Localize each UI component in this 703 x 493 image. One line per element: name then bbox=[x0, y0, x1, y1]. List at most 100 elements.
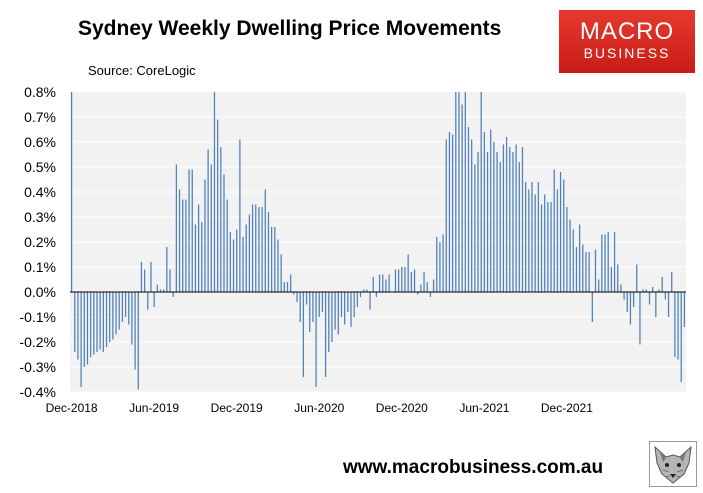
bar bbox=[185, 199, 187, 292]
bar bbox=[537, 182, 539, 292]
y-tick-label: 0.3% bbox=[24, 209, 56, 225]
bar bbox=[169, 269, 171, 292]
bar bbox=[302, 292, 305, 377]
bar bbox=[407, 254, 409, 292]
bar bbox=[299, 292, 301, 322]
bar bbox=[77, 292, 79, 360]
bar bbox=[331, 292, 333, 342]
bar bbox=[128, 292, 130, 325]
bar bbox=[153, 292, 155, 307]
bar bbox=[544, 194, 546, 292]
bar bbox=[217, 119, 219, 292]
bar bbox=[553, 169, 555, 292]
bar bbox=[382, 274, 384, 292]
bar bbox=[150, 262, 152, 292]
y-tick-label: 0.5% bbox=[24, 159, 56, 175]
bar bbox=[461, 104, 463, 292]
bar bbox=[305, 292, 308, 305]
bar bbox=[464, 92, 466, 292]
bar bbox=[194, 224, 197, 292]
bar bbox=[353, 292, 355, 317]
y-tick-label: 0.6% bbox=[24, 134, 56, 150]
bar bbox=[334, 292, 336, 330]
bar bbox=[102, 292, 104, 352]
bar bbox=[248, 214, 251, 292]
bar bbox=[166, 247, 168, 292]
bar bbox=[340, 292, 343, 317]
bar bbox=[385, 279, 387, 292]
bar bbox=[632, 292, 635, 307]
bar bbox=[591, 292, 593, 322]
bar bbox=[86, 292, 89, 365]
bar bbox=[448, 132, 451, 292]
bar bbox=[366, 289, 368, 292]
bar bbox=[378, 274, 381, 292]
bar bbox=[667, 292, 670, 317]
bar bbox=[655, 292, 657, 317]
bar bbox=[413, 269, 416, 292]
bar bbox=[232, 239, 235, 292]
bar bbox=[229, 232, 231, 292]
bar bbox=[547, 202, 549, 292]
bar bbox=[588, 252, 590, 292]
bar bbox=[283, 282, 285, 292]
bar bbox=[417, 292, 419, 295]
x-tick-label: Jun-2021 bbox=[459, 401, 509, 415]
bar bbox=[312, 292, 314, 322]
bar bbox=[337, 292, 339, 335]
bar bbox=[477, 152, 479, 292]
bar bbox=[270, 227, 273, 292]
bar bbox=[566, 207, 568, 292]
bar bbox=[458, 92, 460, 292]
bar-series bbox=[70, 92, 686, 390]
bar bbox=[550, 202, 552, 292]
chart-title: Sydney Weekly Dwelling Price Movements bbox=[78, 17, 502, 40]
bar bbox=[404, 267, 406, 292]
wolf-logo-icon bbox=[649, 441, 697, 487]
y-axis: -0.4% -0.3% -0.2% -0.1% 0.0% 0.1% 0.2% 0.3% 0.4%… bbox=[19, 84, 56, 400]
bar bbox=[220, 147, 222, 292]
bar bbox=[344, 292, 346, 325]
bar bbox=[99, 292, 101, 350]
bar bbox=[172, 292, 174, 297]
bar bbox=[490, 129, 492, 292]
y-tick-label: 0.0% bbox=[24, 284, 56, 300]
bar bbox=[394, 269, 397, 292]
bar bbox=[175, 164, 178, 292]
bar bbox=[521, 147, 524, 292]
bar bbox=[604, 234, 606, 292]
bar bbox=[201, 222, 203, 292]
bar bbox=[617, 264, 619, 292]
bar bbox=[582, 244, 584, 292]
y-tick-label: 0.4% bbox=[24, 184, 56, 200]
bar bbox=[70, 92, 73, 292]
bar bbox=[610, 267, 613, 292]
x-tick-label: Dec-2019 bbox=[211, 401, 263, 415]
bar bbox=[432, 279, 435, 292]
bar bbox=[147, 292, 149, 310]
bar bbox=[486, 152, 489, 292]
bar bbox=[242, 237, 244, 292]
bar bbox=[245, 224, 247, 292]
bar bbox=[159, 289, 162, 292]
bar bbox=[261, 207, 263, 292]
bar bbox=[182, 199, 184, 292]
bar bbox=[83, 292, 85, 367]
bar bbox=[296, 292, 298, 302]
bar bbox=[210, 164, 212, 292]
bar bbox=[594, 249, 597, 292]
bar bbox=[112, 292, 114, 340]
bar bbox=[359, 292, 362, 297]
bar bbox=[680, 292, 682, 382]
bar bbox=[467, 127, 470, 292]
bar bbox=[531, 182, 533, 292]
bar bbox=[143, 269, 146, 292]
bar bbox=[645, 289, 647, 292]
bar bbox=[445, 139, 447, 292]
x-tick-label: Jun-2020 bbox=[294, 401, 344, 415]
logo-line-business: BUSINESS bbox=[583, 45, 671, 61]
bar bbox=[109, 292, 111, 342]
bar bbox=[134, 292, 136, 370]
bar bbox=[642, 289, 644, 292]
bar bbox=[328, 292, 330, 352]
